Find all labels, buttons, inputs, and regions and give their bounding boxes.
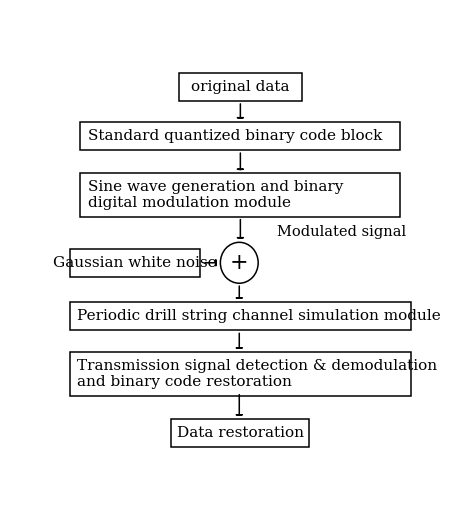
FancyBboxPatch shape [69,302,411,331]
FancyBboxPatch shape [179,73,302,101]
FancyBboxPatch shape [81,122,400,150]
Text: +: + [230,252,249,274]
FancyBboxPatch shape [69,353,411,396]
Text: Periodic drill string channel simulation module: Periodic drill string channel simulation… [77,309,440,323]
FancyBboxPatch shape [171,419,310,447]
FancyBboxPatch shape [81,173,400,217]
Circle shape [220,242,258,283]
Text: Transmission signal detection & demodulation
and binary code restoration: Transmission signal detection & demodula… [77,359,437,389]
Text: Modulated signal: Modulated signal [277,225,406,240]
Text: original data: original data [191,80,290,94]
Text: Data restoration: Data restoration [177,426,304,440]
Text: Standard quantized binary code block: Standard quantized binary code block [88,129,382,143]
Text: Gaussian white noise: Gaussian white noise [53,256,217,270]
FancyBboxPatch shape [69,249,200,277]
Text: Sine wave generation and binary
digital modulation module: Sine wave generation and binary digital … [88,180,343,210]
